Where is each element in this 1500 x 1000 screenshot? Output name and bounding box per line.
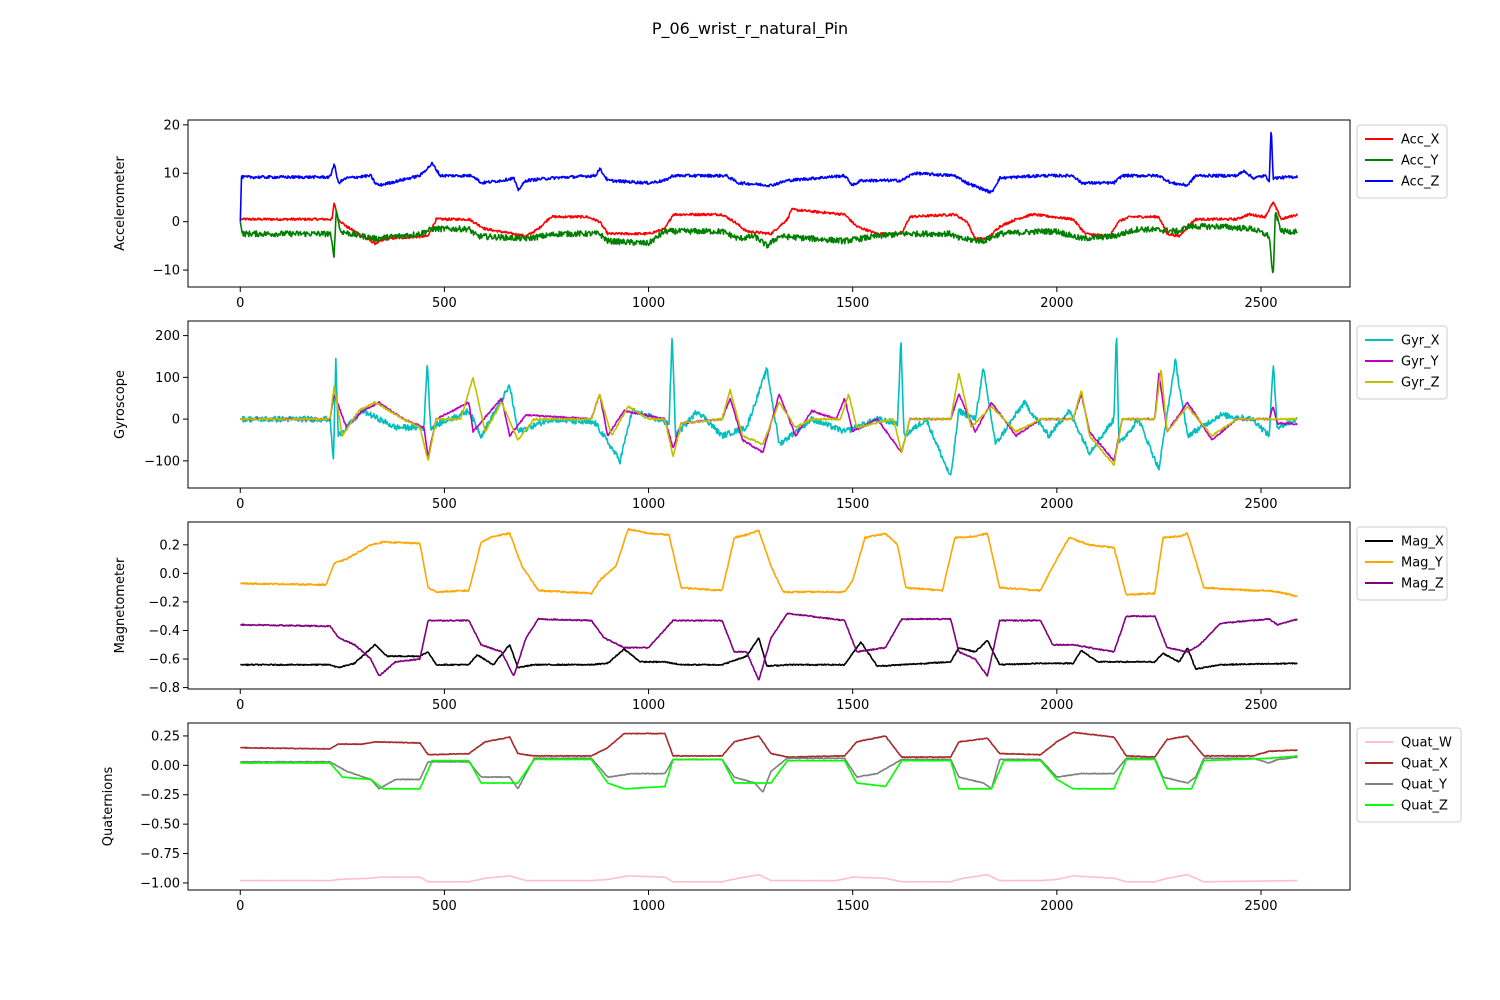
y-tick-label: −0.75 bbox=[140, 847, 180, 862]
y-tick-label: −0.50 bbox=[140, 818, 180, 833]
series-line-gyr-z bbox=[240, 369, 1298, 467]
series-line-acc-y bbox=[239, 209, 1298, 274]
y-tick-label: 0.0 bbox=[159, 567, 180, 582]
legend-label: Acc_X bbox=[1401, 133, 1439, 148]
legend-label: Mag_Z bbox=[1401, 577, 1444, 592]
series-line-mag-x bbox=[240, 637, 1298, 671]
x-tick-label: 1500 bbox=[836, 899, 869, 914]
x-tick-label: 1500 bbox=[836, 296, 869, 311]
legend-label: Acc_Z bbox=[1401, 175, 1439, 190]
series-line-acc-x bbox=[240, 201, 1299, 246]
x-tick-label: 0 bbox=[236, 296, 244, 311]
x-tick-label: 0 bbox=[236, 899, 244, 914]
subplot-accelerometer: 0 500 1000 1500 2000 2500 −10 0 10 20 Acceleromete… bbox=[113, 118, 1448, 311]
legend: Gyr_X Gyr_Y Gyr_Z bbox=[1356, 325, 1448, 400]
x-tick-label: 1000 bbox=[632, 296, 665, 311]
y-tick-label: −0.25 bbox=[140, 788, 180, 803]
series-line-mag-z bbox=[240, 612, 1298, 681]
x-tick-label: 2500 bbox=[1244, 899, 1277, 914]
subplot-panels: 0 500 1000 1500 2000 2500−1001020Acceleromete… bbox=[101, 118, 1462, 914]
legend-label: Gyr_Y bbox=[1401, 355, 1439, 370]
legend-box bbox=[1356, 526, 1448, 601]
x-tick-label: 1000 bbox=[632, 698, 665, 713]
y-tick-label: 0 bbox=[172, 215, 180, 230]
series-group bbox=[240, 527, 1298, 681]
legend-box bbox=[1356, 727, 1462, 823]
x-tick-label: 500 bbox=[432, 698, 457, 713]
legend-box bbox=[1356, 124, 1448, 199]
y-axis-label: Accelerometer bbox=[113, 156, 128, 251]
x-tick-label: 0 bbox=[236, 698, 244, 713]
legend-label: Quat_Y bbox=[1401, 778, 1447, 793]
x-tick-label: 1500 bbox=[836, 497, 869, 512]
y-axis-label: Quaternions bbox=[101, 767, 116, 847]
y-tick-label: −0.2 bbox=[148, 595, 180, 610]
y-tick-label: 100 bbox=[155, 371, 180, 386]
series-line-quat-x bbox=[240, 731, 1298, 759]
legend-label: Acc_Y bbox=[1401, 154, 1438, 169]
y-tick-label: −1.00 bbox=[140, 876, 180, 891]
series-line-quat-w bbox=[240, 873, 1298, 883]
legend-label: Quat_W bbox=[1401, 736, 1452, 751]
x-tick-label: 500 bbox=[432, 497, 457, 512]
axes-frame bbox=[187, 320, 1351, 489]
legend-label: Mag_X bbox=[1401, 535, 1444, 550]
legend-label: Mag_Y bbox=[1401, 556, 1443, 571]
subplot-magnetometer: 0 500 1000 1500 2000 2500 −0.8 −0.6 −0.4 −0.2 0.0 0… bbox=[113, 521, 1448, 713]
x-tick-label: 2500 bbox=[1244, 497, 1277, 512]
legend: Acc_X Acc_Y Acc_Z bbox=[1356, 124, 1448, 199]
y-tick-label: −0.8 bbox=[148, 681, 180, 696]
y-axis-label: Magnetometer bbox=[113, 557, 128, 653]
series-group bbox=[239, 131, 1299, 274]
x-tick-label: 0 bbox=[236, 497, 244, 512]
series-group bbox=[240, 731, 1298, 883]
y-tick-label: 200 bbox=[155, 329, 180, 344]
y-tick-label: 0.25 bbox=[151, 729, 180, 744]
axes-frame bbox=[187, 119, 1351, 288]
legend-label: Quat_Z bbox=[1401, 799, 1448, 814]
y-tick-label: 0.2 bbox=[159, 538, 180, 553]
legend-label: Gyr_Z bbox=[1401, 376, 1440, 391]
subplot-gyroscope: 0 500 1000 1500 2000 2500 −100 0 100 200 Gyroscope… bbox=[113, 320, 1448, 512]
y-tick-label: 0.00 bbox=[151, 759, 180, 774]
x-tick-label: 2500 bbox=[1244, 296, 1277, 311]
figure-title: P_06_wrist_r_natural_Pin bbox=[652, 19, 848, 39]
x-tick-label: 1500 bbox=[836, 698, 869, 713]
x-tick-label: 2000 bbox=[1040, 497, 1073, 512]
y-tick-label: −0.4 bbox=[148, 624, 180, 639]
x-tick-label: 500 bbox=[432, 899, 457, 914]
y-tick-label: 20 bbox=[163, 118, 180, 133]
series-line-quat-z bbox=[240, 755, 1298, 790]
series-group bbox=[240, 337, 1298, 476]
x-tick-label: 2000 bbox=[1040, 899, 1073, 914]
x-tick-label: 2000 bbox=[1040, 296, 1073, 311]
y-tick-label: −100 bbox=[144, 454, 180, 469]
axes-frame bbox=[187, 722, 1351, 891]
y-axis-label: Gyroscope bbox=[113, 370, 128, 439]
series-line-acc-z bbox=[239, 131, 1299, 222]
legend-label: Quat_X bbox=[1401, 757, 1448, 772]
y-tick-label: 10 bbox=[163, 167, 180, 182]
legend: Mag_X Mag_Y Mag_Z bbox=[1356, 526, 1448, 601]
y-tick-label: 0 bbox=[172, 413, 180, 428]
x-tick-label: 1000 bbox=[632, 497, 665, 512]
subplot-quaternions: 0 500 1000 1500 2000 2500 −1.00 −0.75 −0.50 −0.25… bbox=[101, 722, 1462, 914]
series-line-quat-y bbox=[240, 756, 1298, 793]
axes-frame bbox=[187, 521, 1351, 690]
legend-box bbox=[1356, 325, 1448, 400]
x-tick-label: 1000 bbox=[632, 899, 665, 914]
x-tick-label: 2500 bbox=[1244, 698, 1277, 713]
y-tick-label: −10 bbox=[153, 264, 180, 279]
legend-label: Gyr_X bbox=[1401, 334, 1440, 349]
legend: Quat_W Quat_X Quat_Y Quat_Z bbox=[1356, 727, 1462, 823]
series-line-mag-y bbox=[240, 527, 1298, 598]
x-tick-label: 500 bbox=[432, 296, 457, 311]
y-tick-label: −0.6 bbox=[148, 653, 180, 668]
x-tick-label: 2000 bbox=[1040, 698, 1073, 713]
series-line-gyr-x bbox=[240, 337, 1298, 476]
